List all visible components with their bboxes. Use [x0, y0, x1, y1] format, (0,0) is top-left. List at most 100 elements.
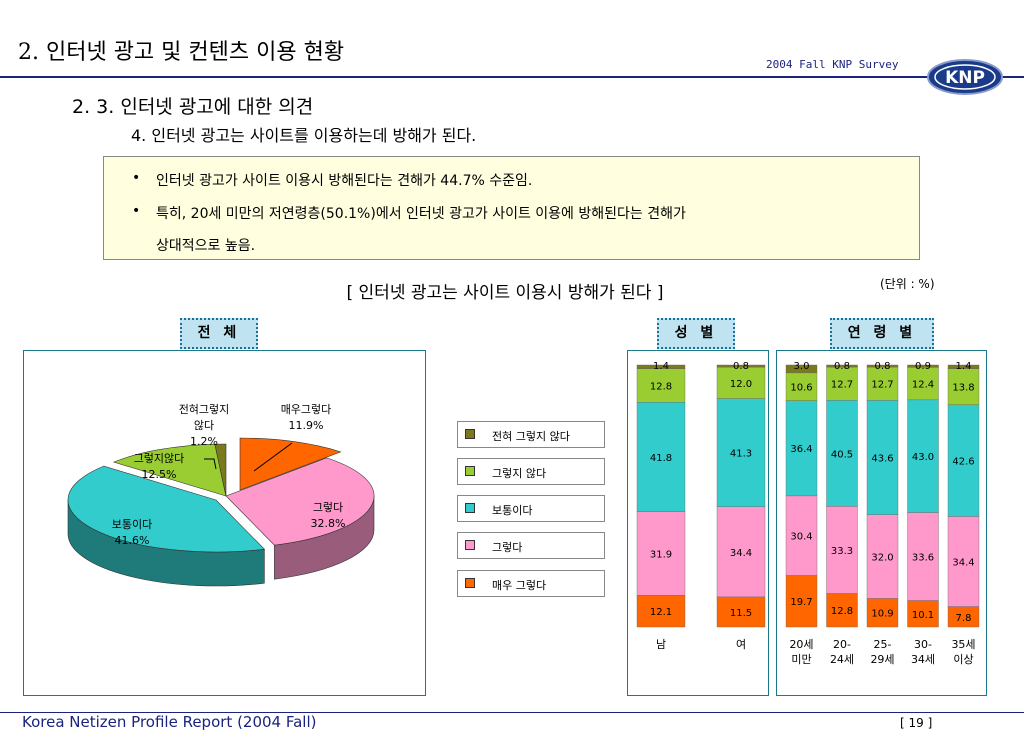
- legend-swatch: [465, 540, 475, 550]
- data-label: 33.6: [912, 553, 934, 564]
- data-label: 11.5: [730, 608, 752, 619]
- pie-chart-panel: 매우그렇다 11.9% 그렇다 32.8% 보통이다 41.6% 그렇지않다 12.5% 전혀그…: [23, 350, 426, 696]
- data-label: 31.9: [650, 550, 672, 561]
- data-label: 1.4: [956, 361, 972, 372]
- bullet-mark: •: [132, 170, 141, 186]
- bar-segment: [826, 364, 858, 368]
- category-label: 30-: [914, 638, 932, 651]
- summary-bullet-1: 인터넷 광고가 사이트 이용시 방해된다는 견해가 44.7% 수준임.: [156, 173, 533, 189]
- pie-label: 그렇지않다 12.5%: [134, 452, 185, 481]
- data-label: 34.4: [730, 548, 752, 559]
- category-label: 35세: [951, 638, 975, 651]
- data-label: 41.8: [650, 453, 672, 464]
- leader-line: [253, 442, 293, 472]
- data-label: 12.8: [831, 606, 853, 617]
- bar-segment: [947, 404, 980, 517]
- bar-segment: [636, 402, 686, 512]
- bar-segment: [785, 372, 818, 401]
- bar-segment: [785, 364, 818, 374]
- bar-segment: [785, 495, 818, 576]
- gender-chart-panel: 12.1 31.9 41.8 12.8 1.4 남 11.5 34.4 41.3 12.0 0.8 여: [627, 350, 769, 696]
- bar-segment: [636, 511, 686, 596]
- data-label: 1.4: [653, 361, 669, 372]
- category-label: 여: [736, 638, 746, 651]
- data-label: 34.4: [952, 558, 974, 569]
- bar-segment: [866, 514, 899, 599]
- category-label: 34세: [911, 653, 935, 666]
- legend-label: 그렇다: [492, 541, 523, 554]
- bullet-mark: •: [132, 203, 141, 219]
- legend-item: 그렇지 않다: [457, 458, 605, 485]
- bar-segment: [716, 398, 766, 507]
- summary-bullet-2: 특히, 20세 미만의 저연령층(50.1%)에서 인터넷 광고가 사이트 이용…: [156, 206, 686, 222]
- bar-segment: [716, 364, 766, 368]
- data-label: 30.4: [790, 532, 812, 543]
- footer-report-title: Korea Netizen Profile Report (2004 Fall): [22, 713, 317, 731]
- pie-label: 매우그렇다 11.9%: [281, 403, 332, 432]
- bar-segment: [907, 364, 939, 368]
- page-title: 2. 인터넷 광고 및 컨텐츠 이용 현황: [18, 40, 345, 65]
- gender-stacked-bar-chart: 12.1 31.9 41.8 12.8 1.4 남 11.5 34.4 41.3 12.0 0.8 여: [636, 361, 766, 651]
- legend-swatch: [465, 578, 475, 588]
- legend-item: 그렇다: [457, 532, 605, 559]
- bar-segment: [826, 400, 858, 507]
- bar-segment: [826, 366, 858, 401]
- bar-segment: [866, 366, 899, 401]
- data-label: 43.0: [912, 452, 934, 463]
- data-label: 3.0: [794, 361, 810, 372]
- category-label: 25-: [874, 638, 892, 651]
- pie-chart: 매우그렇다 11.9% 그렇다 32.8% 보통이다 41.6% 그렇지않다 12.5% 전혀그…: [67, 403, 375, 587]
- category-label: 20세: [789, 638, 813, 651]
- data-label: 13.8: [952, 383, 974, 394]
- legend-label: 매우 그렇다: [492, 579, 547, 592]
- data-label: 12.7: [831, 380, 853, 391]
- survey-label: 2004 Fall KNP Survey: [766, 58, 899, 71]
- bar-segment: [866, 364, 899, 368]
- data-label: 43.6: [871, 453, 893, 464]
- pie-label: 그렇다 32.8%: [311, 501, 346, 530]
- bar-segment: [716, 366, 766, 399]
- bar-segment: [947, 516, 980, 607]
- data-label: 12.0: [730, 379, 752, 390]
- data-label: 41.3: [730, 449, 752, 460]
- pie-slice: [239, 437, 342, 491]
- legend-swatch: [465, 503, 475, 513]
- bar-segment: [636, 364, 686, 369]
- pie-slice: [67, 465, 266, 553]
- bar-segment: [866, 598, 899, 628]
- category-label: 미만: [791, 653, 811, 666]
- data-label: 12.4: [912, 380, 934, 391]
- summary-box: • 인터넷 광고가 사이트 이용시 방해된다는 견해가 44.7% 수준임. •…: [103, 156, 920, 260]
- tag-gender: 성 별: [657, 318, 735, 349]
- pie-slice: [214, 443, 227, 497]
- footer-divider: [0, 712, 1024, 713]
- legend-label: 보통이다: [492, 504, 533, 517]
- bar-segment: [636, 595, 686, 628]
- category-label: 이상: [953, 653, 973, 666]
- data-label: 40.5: [831, 449, 853, 460]
- header-divider: [0, 76, 1024, 78]
- pie-label: 전혀그렇지 않다 1.2%: [179, 403, 230, 448]
- bar-segment: [826, 506, 858, 594]
- data-label: 10.1: [912, 610, 934, 621]
- legend-label: 전혀 그렇지 않다: [492, 430, 570, 443]
- pie-label: 보통이다 41.6%: [112, 518, 152, 547]
- legend-item: 보통이다: [457, 495, 605, 522]
- bar-segment: [785, 575, 818, 628]
- bar-segment: [947, 364, 980, 369]
- data-label: 7.8: [956, 613, 972, 624]
- section-heading: 2. 3. 인터넷 광고에 대한 의견: [72, 96, 314, 118]
- data-label: 0.8: [875, 361, 891, 372]
- data-label: 33.3: [831, 546, 853, 557]
- category-label: 29세: [870, 653, 894, 666]
- category-label: 24세: [830, 653, 854, 666]
- chart-title: [ 인터넷 광고는 사이트 이용시 방해가 된다 ]: [346, 283, 664, 303]
- bar-segment: [826, 593, 858, 628]
- logo-text: KNP: [945, 68, 985, 88]
- knp-logo: KNP: [927, 59, 1003, 95]
- data-label: 19.7: [790, 597, 812, 608]
- data-label: 36.4: [790, 444, 812, 455]
- pie-slice: [225, 457, 375, 546]
- data-label: 12.7: [871, 380, 893, 391]
